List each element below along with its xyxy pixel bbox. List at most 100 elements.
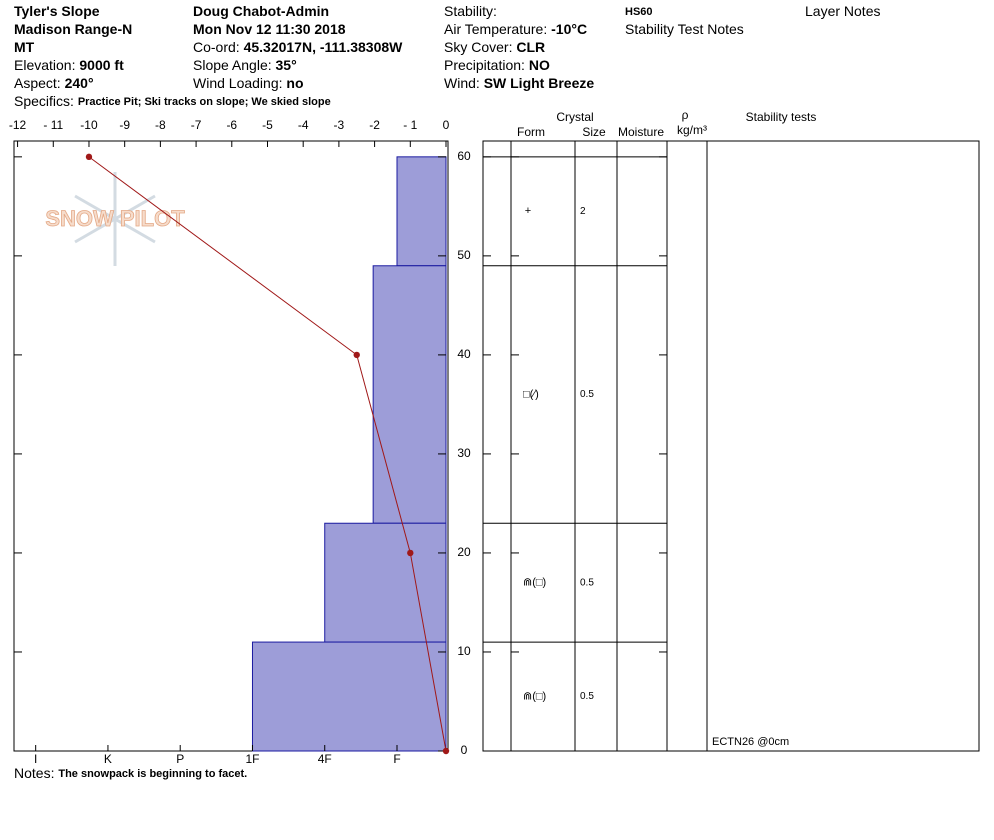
table-header: Moisture bbox=[618, 125, 664, 139]
field-value: -10°C bbox=[551, 21, 587, 37]
logo-flake bbox=[74, 172, 156, 266]
grain-size: 0.5 bbox=[580, 577, 594, 588]
field-label: Co-ord: bbox=[193, 39, 240, 55]
hardness-bar bbox=[372, 265, 447, 524]
table-header: kg/m³ bbox=[677, 123, 707, 137]
field-label: Slope Angle: bbox=[193, 57, 272, 73]
field-value: Tyler's Slope bbox=[14, 3, 100, 19]
field-label: Wind Loading: bbox=[193, 75, 283, 91]
x-tick-label: -10 bbox=[80, 118, 98, 132]
hardness-bar bbox=[324, 522, 447, 643]
y-tick-label: 10 bbox=[457, 644, 471, 658]
table-header: Stability tests bbox=[746, 110, 817, 124]
table-header: ρ bbox=[682, 108, 689, 122]
grain-size: 0.5 bbox=[580, 691, 594, 702]
hardness-bar bbox=[396, 156, 447, 267]
hardness-label: K bbox=[104, 752, 112, 766]
field-label: Stability: bbox=[444, 3, 497, 19]
field-value: MT bbox=[14, 39, 35, 55]
header-field: Doug Chabot-Admin bbox=[193, 3, 329, 19]
temperature-line bbox=[88, 156, 447, 752]
header-field: Layer Notes bbox=[805, 3, 880, 19]
field-label: Sky Cover: bbox=[444, 39, 512, 55]
x-tick-label: -5 bbox=[262, 118, 273, 132]
field-label: Layer Notes bbox=[805, 3, 880, 19]
y-tick-label: 40 bbox=[457, 347, 471, 361]
grain-form: + bbox=[525, 205, 531, 217]
table-frame bbox=[482, 140, 980, 752]
header-field: Wind Loading: no bbox=[193, 75, 304, 91]
field-value: 35° bbox=[276, 57, 297, 73]
field-value: 9000 ft bbox=[79, 57, 124, 73]
field-label: Wind: bbox=[444, 75, 480, 91]
field-value: SW Light Breeze bbox=[484, 75, 595, 91]
x-tick-label: -3 bbox=[334, 118, 345, 132]
temperature-point bbox=[442, 747, 450, 755]
field-value: NO bbox=[529, 57, 550, 73]
notes: Notes: The snowpack is beginning to face… bbox=[14, 765, 247, 781]
header-field: Co-ord: 45.32017N, -111.38308W bbox=[193, 39, 403, 55]
field-label: Air Temperature: bbox=[444, 21, 547, 37]
y-tick-label: 0 bbox=[461, 743, 468, 757]
header-field: Sky Cover: CLR bbox=[444, 39, 545, 55]
header-field: Precipitation: NO bbox=[444, 57, 550, 73]
field-value: HS60 bbox=[625, 6, 653, 18]
y-tick-label: 60 bbox=[457, 149, 471, 163]
header-field: MT bbox=[14, 39, 35, 55]
field-label: Elevation: bbox=[14, 57, 75, 73]
logo: SNOW PILOT bbox=[45, 206, 185, 231]
field-label: Precipitation: bbox=[444, 57, 525, 73]
field-value: Mon Nov 12 11:30 2018 bbox=[193, 21, 346, 37]
header-field: Mon Nov 12 11:30 2018 bbox=[193, 21, 346, 37]
grain-form: ⋒(□) bbox=[523, 690, 546, 702]
header-field: Tyler's Slope bbox=[14, 3, 100, 19]
hardness-label: 4F bbox=[318, 752, 332, 766]
temperature-point bbox=[353, 351, 360, 359]
header-field: Stability Test Notes bbox=[625, 21, 744, 37]
field-value: no bbox=[286, 75, 303, 91]
x-tick-label: 0 bbox=[443, 118, 450, 132]
temperature-point bbox=[407, 549, 414, 557]
y-tick-label: 30 bbox=[457, 446, 471, 460]
table-header: Crystal bbox=[556, 110, 593, 124]
notes-value: The snowpack is beginning to facet. bbox=[58, 768, 247, 780]
field-label: Stability Test Notes bbox=[625, 21, 744, 37]
table-header: Size bbox=[582, 125, 606, 139]
hardness-label: P bbox=[176, 752, 184, 766]
header-field: Aspect: 240° bbox=[14, 75, 94, 91]
profile-frame bbox=[13, 140, 449, 752]
stability-test: ECTN26 @0cm bbox=[712, 736, 789, 748]
header-field: Wind: SW Light Breeze bbox=[444, 75, 594, 91]
header-field: Madison Range-N bbox=[14, 21, 132, 37]
hardness-label: I bbox=[34, 752, 37, 766]
x-tick-label: -4 bbox=[298, 118, 309, 132]
x-tick-label: - 11 bbox=[43, 118, 63, 132]
x-tick-label: -7 bbox=[191, 118, 202, 132]
header-field: Stability: bbox=[444, 3, 497, 19]
x-tick-label: -12 bbox=[9, 118, 27, 132]
header-field: HS60 bbox=[625, 6, 653, 18]
x-tick-label: -6 bbox=[226, 118, 237, 132]
x-tick-label: -2 bbox=[369, 118, 380, 132]
temperature-point bbox=[85, 153, 93, 161]
y-tick-label: 20 bbox=[457, 545, 471, 559]
x-tick-label: -9 bbox=[119, 118, 130, 132]
field-value: 240° bbox=[65, 75, 94, 91]
x-tick-label: - 1 bbox=[403, 118, 417, 132]
x-tick-label: -8 bbox=[155, 118, 166, 132]
grain-size: 2 bbox=[580, 206, 586, 217]
field-label: Aspect: bbox=[14, 75, 61, 91]
notes-label: Notes: bbox=[14, 765, 54, 781]
header-field: Air Temperature: -10°C bbox=[444, 21, 587, 37]
specifics-value: Practice Pit; Ski tracks on slope; We sk… bbox=[78, 96, 331, 108]
grain-form: ⋒(□) bbox=[523, 577, 546, 589]
specifics: Specifics: Practice Pit; Ski tracks on s… bbox=[14, 93, 331, 109]
table-header: Form bbox=[517, 125, 545, 139]
field-value: Madison Range-N bbox=[14, 21, 132, 37]
hardness-label: 1F bbox=[245, 752, 259, 766]
specifics-label: Specifics: bbox=[14, 93, 74, 109]
grain-size: 0.5 bbox=[580, 389, 594, 400]
header-field: Elevation: 9000 ft bbox=[14, 57, 124, 73]
y-tick-label: 50 bbox=[457, 248, 471, 262]
